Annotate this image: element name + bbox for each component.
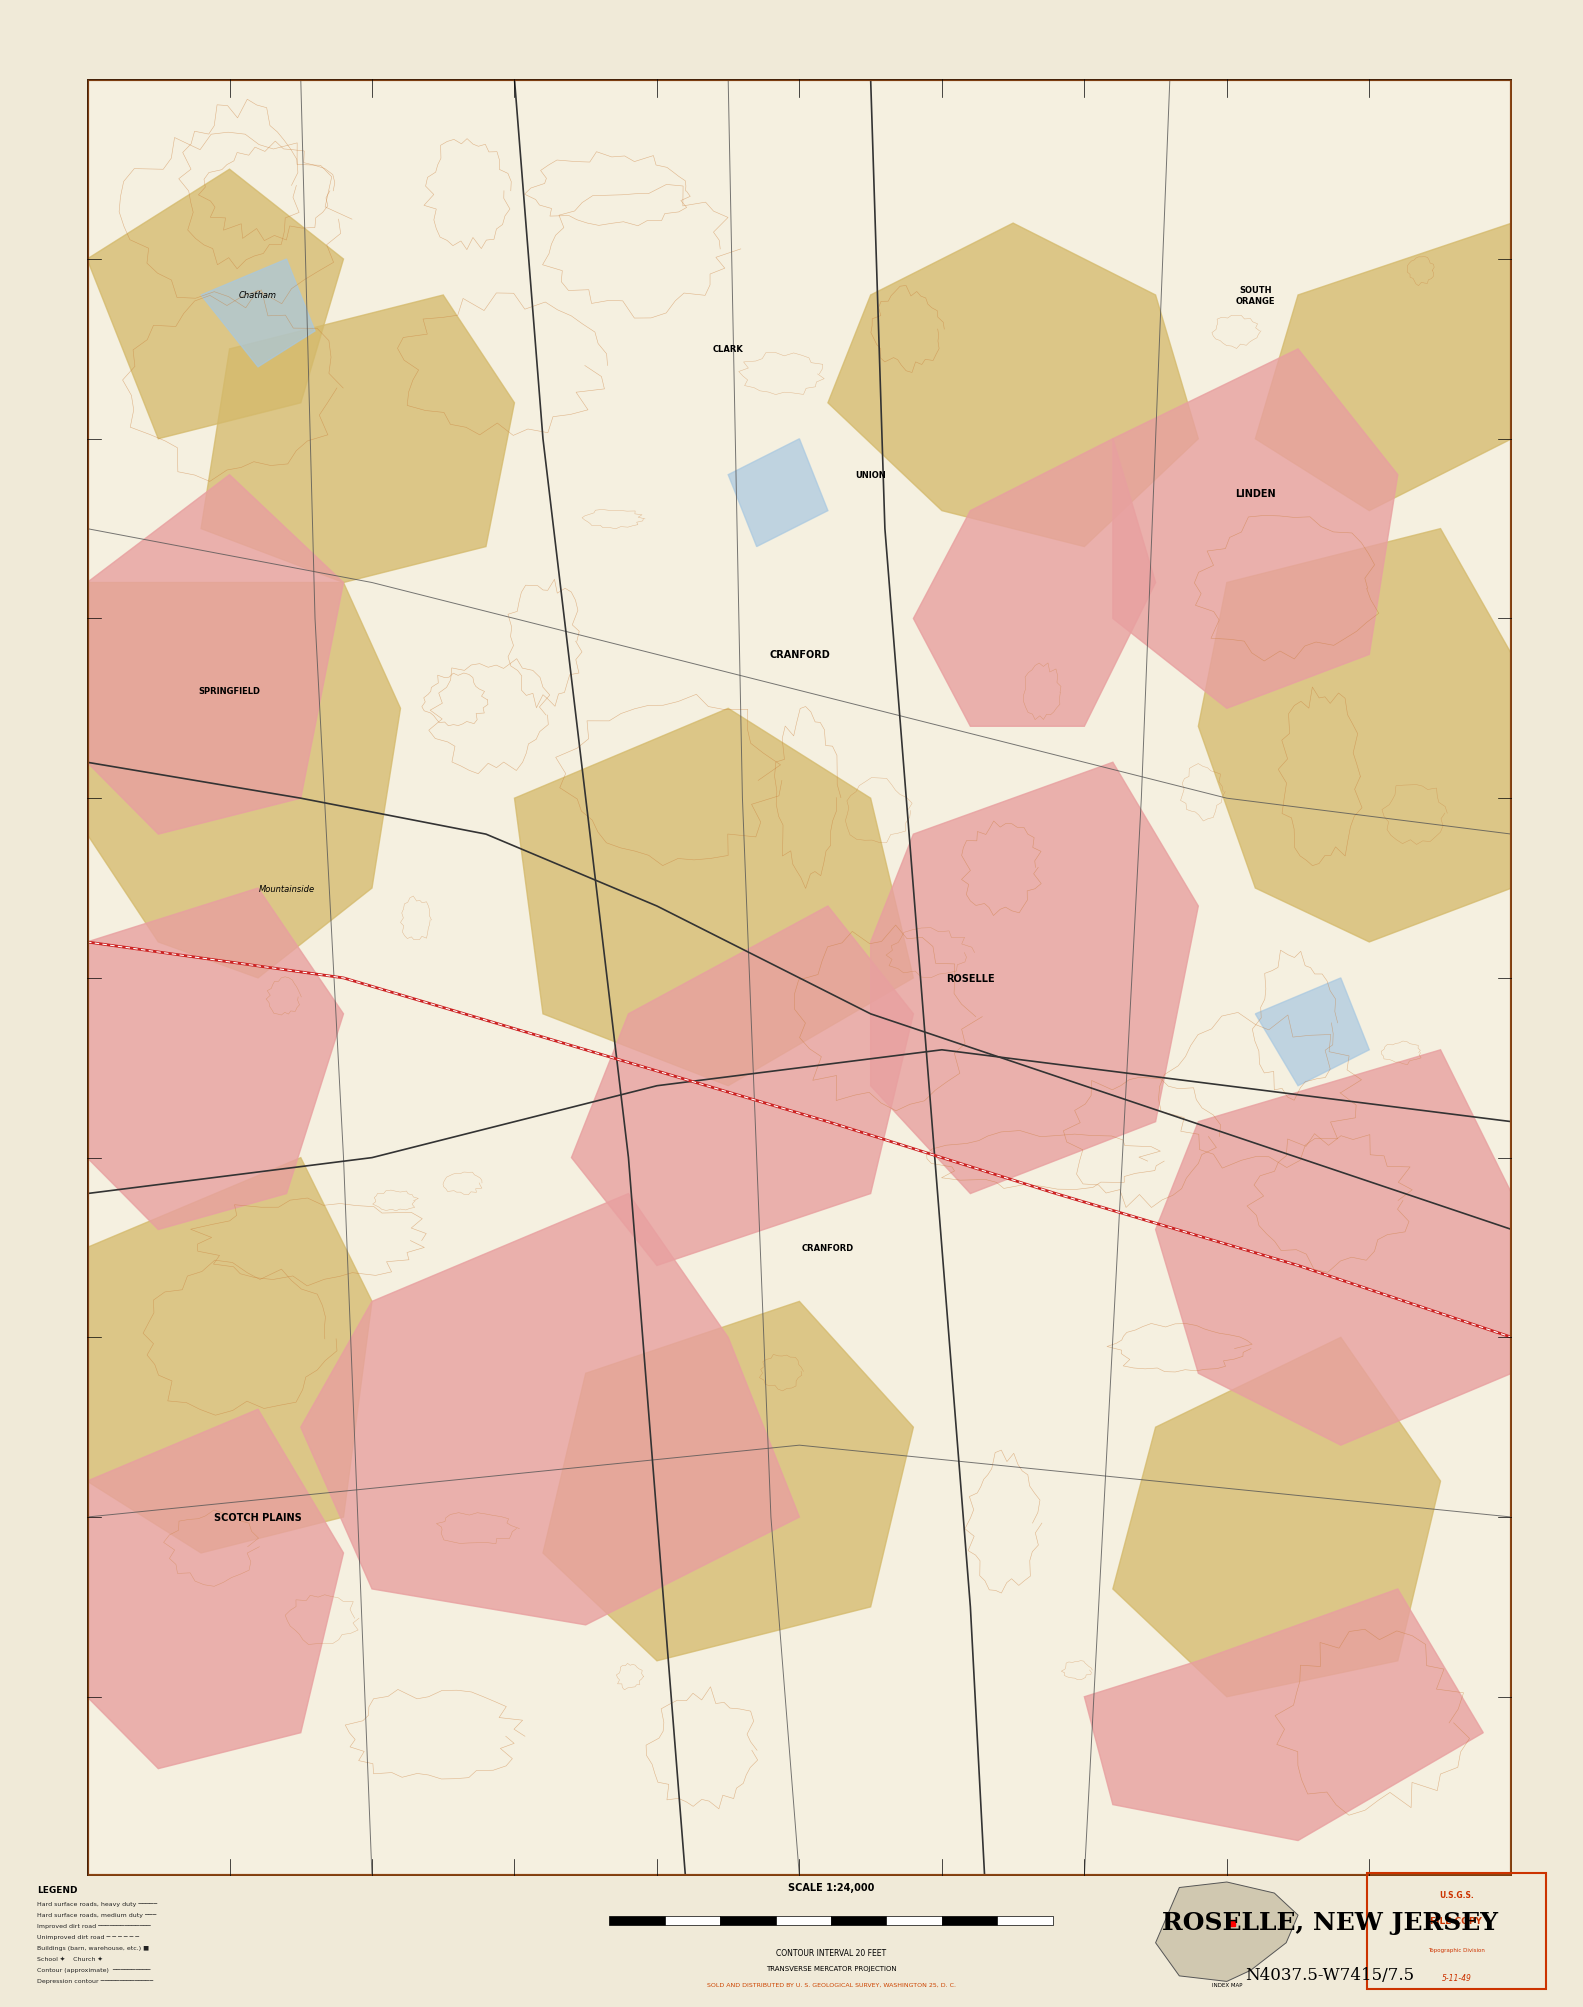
Polygon shape bbox=[201, 259, 315, 367]
Text: ROSELLE: ROSELLE bbox=[947, 973, 994, 983]
Polygon shape bbox=[1113, 349, 1398, 708]
Bar bbox=[886, 1917, 942, 1925]
Text: School ✦    Church ✦: School ✦ Church ✦ bbox=[36, 1957, 103, 1961]
Text: Improved dirt road ──────────────: Improved dirt road ────────────── bbox=[36, 1923, 150, 1929]
Text: CONTOUR INTERVAL 20 FEET: CONTOUR INTERVAL 20 FEET bbox=[776, 1949, 886, 1957]
Polygon shape bbox=[728, 440, 828, 548]
Bar bbox=[942, 1917, 997, 1925]
Text: TRANSVERSE MERCATOR PROJECTION: TRANSVERSE MERCATOR PROJECTION bbox=[766, 1965, 896, 1971]
Text: Mountainside: Mountainside bbox=[258, 885, 315, 893]
Text: LINDEN: LINDEN bbox=[1235, 488, 1276, 498]
Polygon shape bbox=[87, 171, 344, 440]
Bar bbox=[997, 1917, 1053, 1925]
Text: N4037.5-W7415/7.5: N4037.5-W7415/7.5 bbox=[1246, 1967, 1414, 1983]
Text: SCOTCH PLAINS: SCOTCH PLAINS bbox=[214, 1513, 302, 1521]
Bar bbox=[831, 1917, 886, 1925]
Text: U.S.G.S.: U.S.G.S. bbox=[1439, 1891, 1474, 1899]
Polygon shape bbox=[87, 889, 344, 1230]
Text: UNION: UNION bbox=[855, 472, 886, 480]
Polygon shape bbox=[1084, 1590, 1483, 1840]
Polygon shape bbox=[1255, 977, 1369, 1086]
Polygon shape bbox=[1113, 1337, 1441, 1696]
Bar bbox=[609, 1917, 665, 1925]
Text: CLARK: CLARK bbox=[712, 345, 744, 353]
Text: CRANFORD: CRANFORD bbox=[769, 650, 829, 660]
Polygon shape bbox=[87, 584, 400, 977]
Text: Buildings (barn, warehouse, etc.) ■: Buildings (barn, warehouse, etc.) ■ bbox=[36, 1945, 149, 1951]
Text: SOLD AND DISTRIBUTED BY U. S. GEOLOGICAL SURVEY, WASHINGTON 25, D. C.: SOLD AND DISTRIBUTED BY U. S. GEOLOGICAL… bbox=[706, 1981, 956, 1987]
Polygon shape bbox=[1156, 1050, 1512, 1445]
Text: Hard surface roads, heavy duty ─────: Hard surface roads, heavy duty ───── bbox=[36, 1901, 157, 1907]
Text: LEGEND: LEGEND bbox=[36, 1885, 78, 1895]
Polygon shape bbox=[871, 763, 1198, 1194]
Polygon shape bbox=[1156, 1883, 1298, 1981]
Bar bbox=[776, 1917, 831, 1925]
Polygon shape bbox=[87, 1158, 372, 1553]
Polygon shape bbox=[87, 476, 344, 835]
Text: SPRINGFIELD: SPRINGFIELD bbox=[198, 686, 261, 696]
Text: ROSELLE, NEW JERSEY: ROSELLE, NEW JERSEY bbox=[1162, 1911, 1498, 1935]
Polygon shape bbox=[301, 1194, 799, 1626]
Text: FILE COPY: FILE COPY bbox=[1431, 1917, 1482, 1925]
Text: Hard surface roads, medium duty ───: Hard surface roads, medium duty ─── bbox=[36, 1913, 157, 1917]
Text: CRANFORD: CRANFORD bbox=[801, 1244, 855, 1252]
Bar bbox=[720, 1917, 776, 1925]
Text: 5-11-49: 5-11-49 bbox=[1442, 1973, 1471, 1983]
Text: Depression contour ──────────────: Depression contour ────────────── bbox=[36, 1979, 154, 1983]
Polygon shape bbox=[543, 1303, 913, 1662]
Polygon shape bbox=[1255, 225, 1512, 512]
Text: INDEX MAP: INDEX MAP bbox=[1211, 1981, 1243, 1987]
Text: Unimproved dirt road ─ ─ ─ ─ ─ ─: Unimproved dirt road ─ ─ ─ ─ ─ ─ bbox=[36, 1935, 139, 1939]
Text: Topographic Division: Topographic Division bbox=[1428, 1947, 1485, 1953]
Polygon shape bbox=[201, 295, 514, 584]
Text: Contour (approximate)  ──────────: Contour (approximate) ────────── bbox=[36, 1967, 150, 1973]
Polygon shape bbox=[514, 708, 913, 1086]
Polygon shape bbox=[913, 440, 1156, 727]
Text: SCALE 1:24,000: SCALE 1:24,000 bbox=[788, 1883, 874, 1893]
Text: Chatham: Chatham bbox=[239, 291, 277, 301]
Text: SOUTH
ORANGE: SOUTH ORANGE bbox=[1236, 287, 1274, 305]
Bar bbox=[665, 1917, 720, 1925]
Polygon shape bbox=[828, 225, 1198, 548]
Polygon shape bbox=[571, 907, 913, 1266]
Polygon shape bbox=[87, 1409, 344, 1768]
Polygon shape bbox=[1198, 530, 1512, 943]
